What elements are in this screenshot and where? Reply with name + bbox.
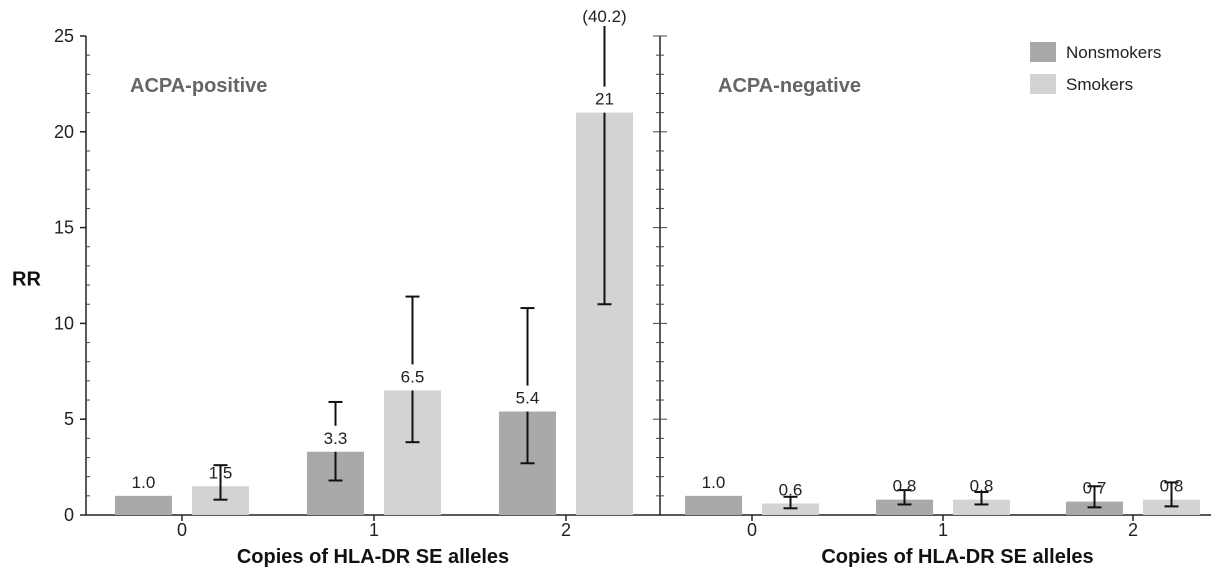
x-tick-label: 2 [1128,520,1138,540]
data-label: 3.3 [324,429,348,448]
data-label: 0.8 [1160,477,1184,496]
y-tick-label: 25 [54,26,74,46]
x-axis-label: Copies of HLA-DR SE alleles [821,546,1093,568]
ci-annotation: (40.2) [582,7,626,26]
data-label: 0.8 [893,477,917,496]
bar-nonsmokers-1 [876,499,933,515]
x-tick-label: 0 [177,520,187,540]
legend-swatch-nonsmokers [1030,42,1056,62]
data-label: 0.6 [779,481,803,500]
legend-swatch-smokers [1030,74,1056,94]
y-tick-label: 5 [64,409,74,429]
panel-title: ACPA-negative [718,75,861,97]
data-label: 21 [595,90,614,109]
x-tick-label: 2 [561,520,571,540]
bar-smokers-1 [953,499,1010,515]
y-tick-label: 15 [54,218,74,238]
legend: Nonsmokers Smokers [1030,42,1161,94]
y-tick-label: 0 [64,505,74,525]
legend-label-smokers: Smokers [1066,75,1133,94]
error-bars-layer [213,26,1179,510]
legend-label-nonsmokers: Nonsmokers [1066,43,1161,62]
y-axis-label: RR [12,268,41,290]
data-label: 1.5 [209,463,233,482]
data-label: 6.5 [401,367,425,386]
x-axis-label: Copies of HLA-DR SE alleles [237,546,509,568]
y-tick-label: 10 [54,313,74,333]
bar-nonsmokers-0 [115,495,172,515]
data-label: 0.7 [1083,479,1107,498]
bar-nonsmokers-0 [685,495,742,515]
data-label: 0.8 [970,477,994,496]
y-tick-label: 20 [54,122,74,142]
labels-layer: ACPA-positive Copies of HLA-DR SE alleles… [130,7,1183,568]
x-tick-label: 1 [369,520,379,540]
x-tick-label: 0 [747,520,757,540]
bars-layer [115,112,1200,515]
data-label: 5.4 [516,389,540,408]
x-tick-label: 1 [938,520,948,540]
panel-title: ACPA-positive [130,75,267,97]
data-label: 1.0 [702,473,726,492]
data-label: 1.0 [132,473,156,492]
